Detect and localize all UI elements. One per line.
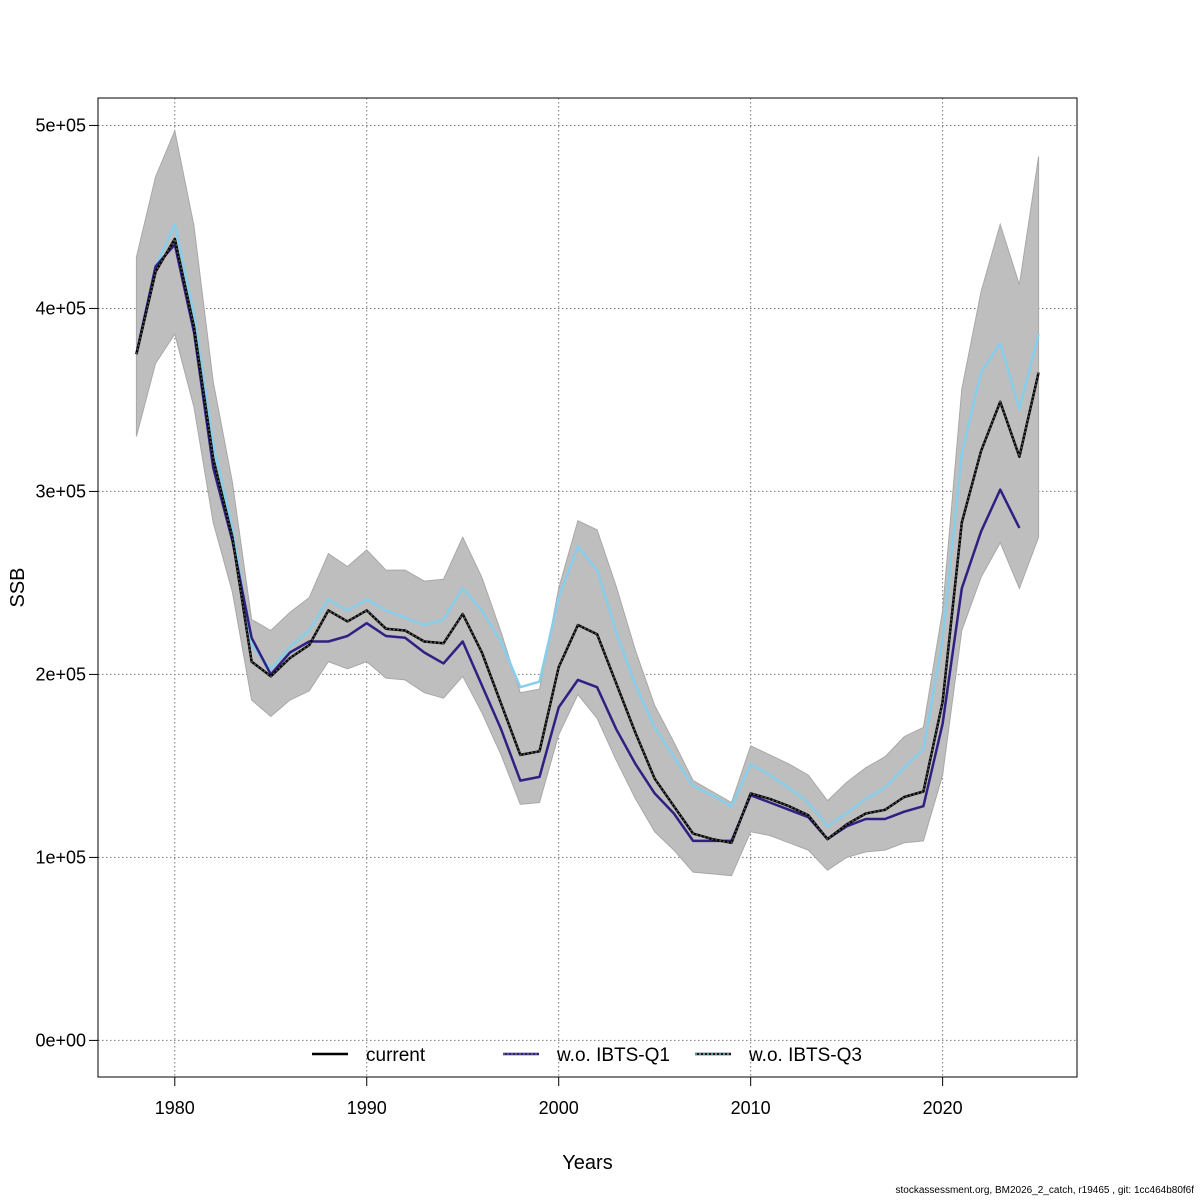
series-lines	[135, 223, 1040, 845]
y-tick-label-2: 2e+05	[35, 664, 86, 684]
confidence-band-area	[135, 129, 1040, 877]
series-line-0	[135, 237, 1040, 845]
x-tick-label-4: 2020	[923, 1098, 963, 1118]
legend-label-1: w.o. IBTS-Q1	[556, 1045, 670, 1066]
legend-label-0: current	[366, 1045, 426, 1066]
x-tick-label-1: 1990	[347, 1098, 387, 1118]
series-line-1	[135, 243, 1021, 843]
x-tick-label-0: 1980	[155, 1098, 195, 1118]
y-tick-label-0: 0e+00	[35, 1030, 86, 1050]
x-axis-title: Years	[562, 1152, 612, 1174]
y-axis-title: SSB	[7, 567, 29, 607]
series-line-2	[135, 223, 1040, 828]
legend: current w.o. IBTS-Q1 w.o. IBTS-Q3	[312, 1045, 862, 1066]
x-axis: 1980 1990 2000 2010 2020	[155, 1076, 963, 1118]
confidence-band	[135, 129, 1040, 877]
footnote: stockassessment.org, BM2026_2_catch, r19…	[895, 1185, 1194, 1196]
x-tick-label-3: 2010	[731, 1098, 771, 1118]
y-axis: 0e+00 1e+05 2e+05 3e+05 4e+05 5e+05	[35, 115, 99, 1050]
y-tick-label-5: 5e+05	[35, 115, 86, 135]
x-tick-label-2: 2000	[539, 1098, 579, 1118]
y-tick-label-3: 3e+05	[35, 481, 86, 501]
y-tick-label-4: 4e+05	[35, 298, 86, 318]
legend-label-2: w.o. IBTS-Q3	[748, 1045, 862, 1066]
y-tick-label-1: 1e+05	[35, 847, 86, 867]
